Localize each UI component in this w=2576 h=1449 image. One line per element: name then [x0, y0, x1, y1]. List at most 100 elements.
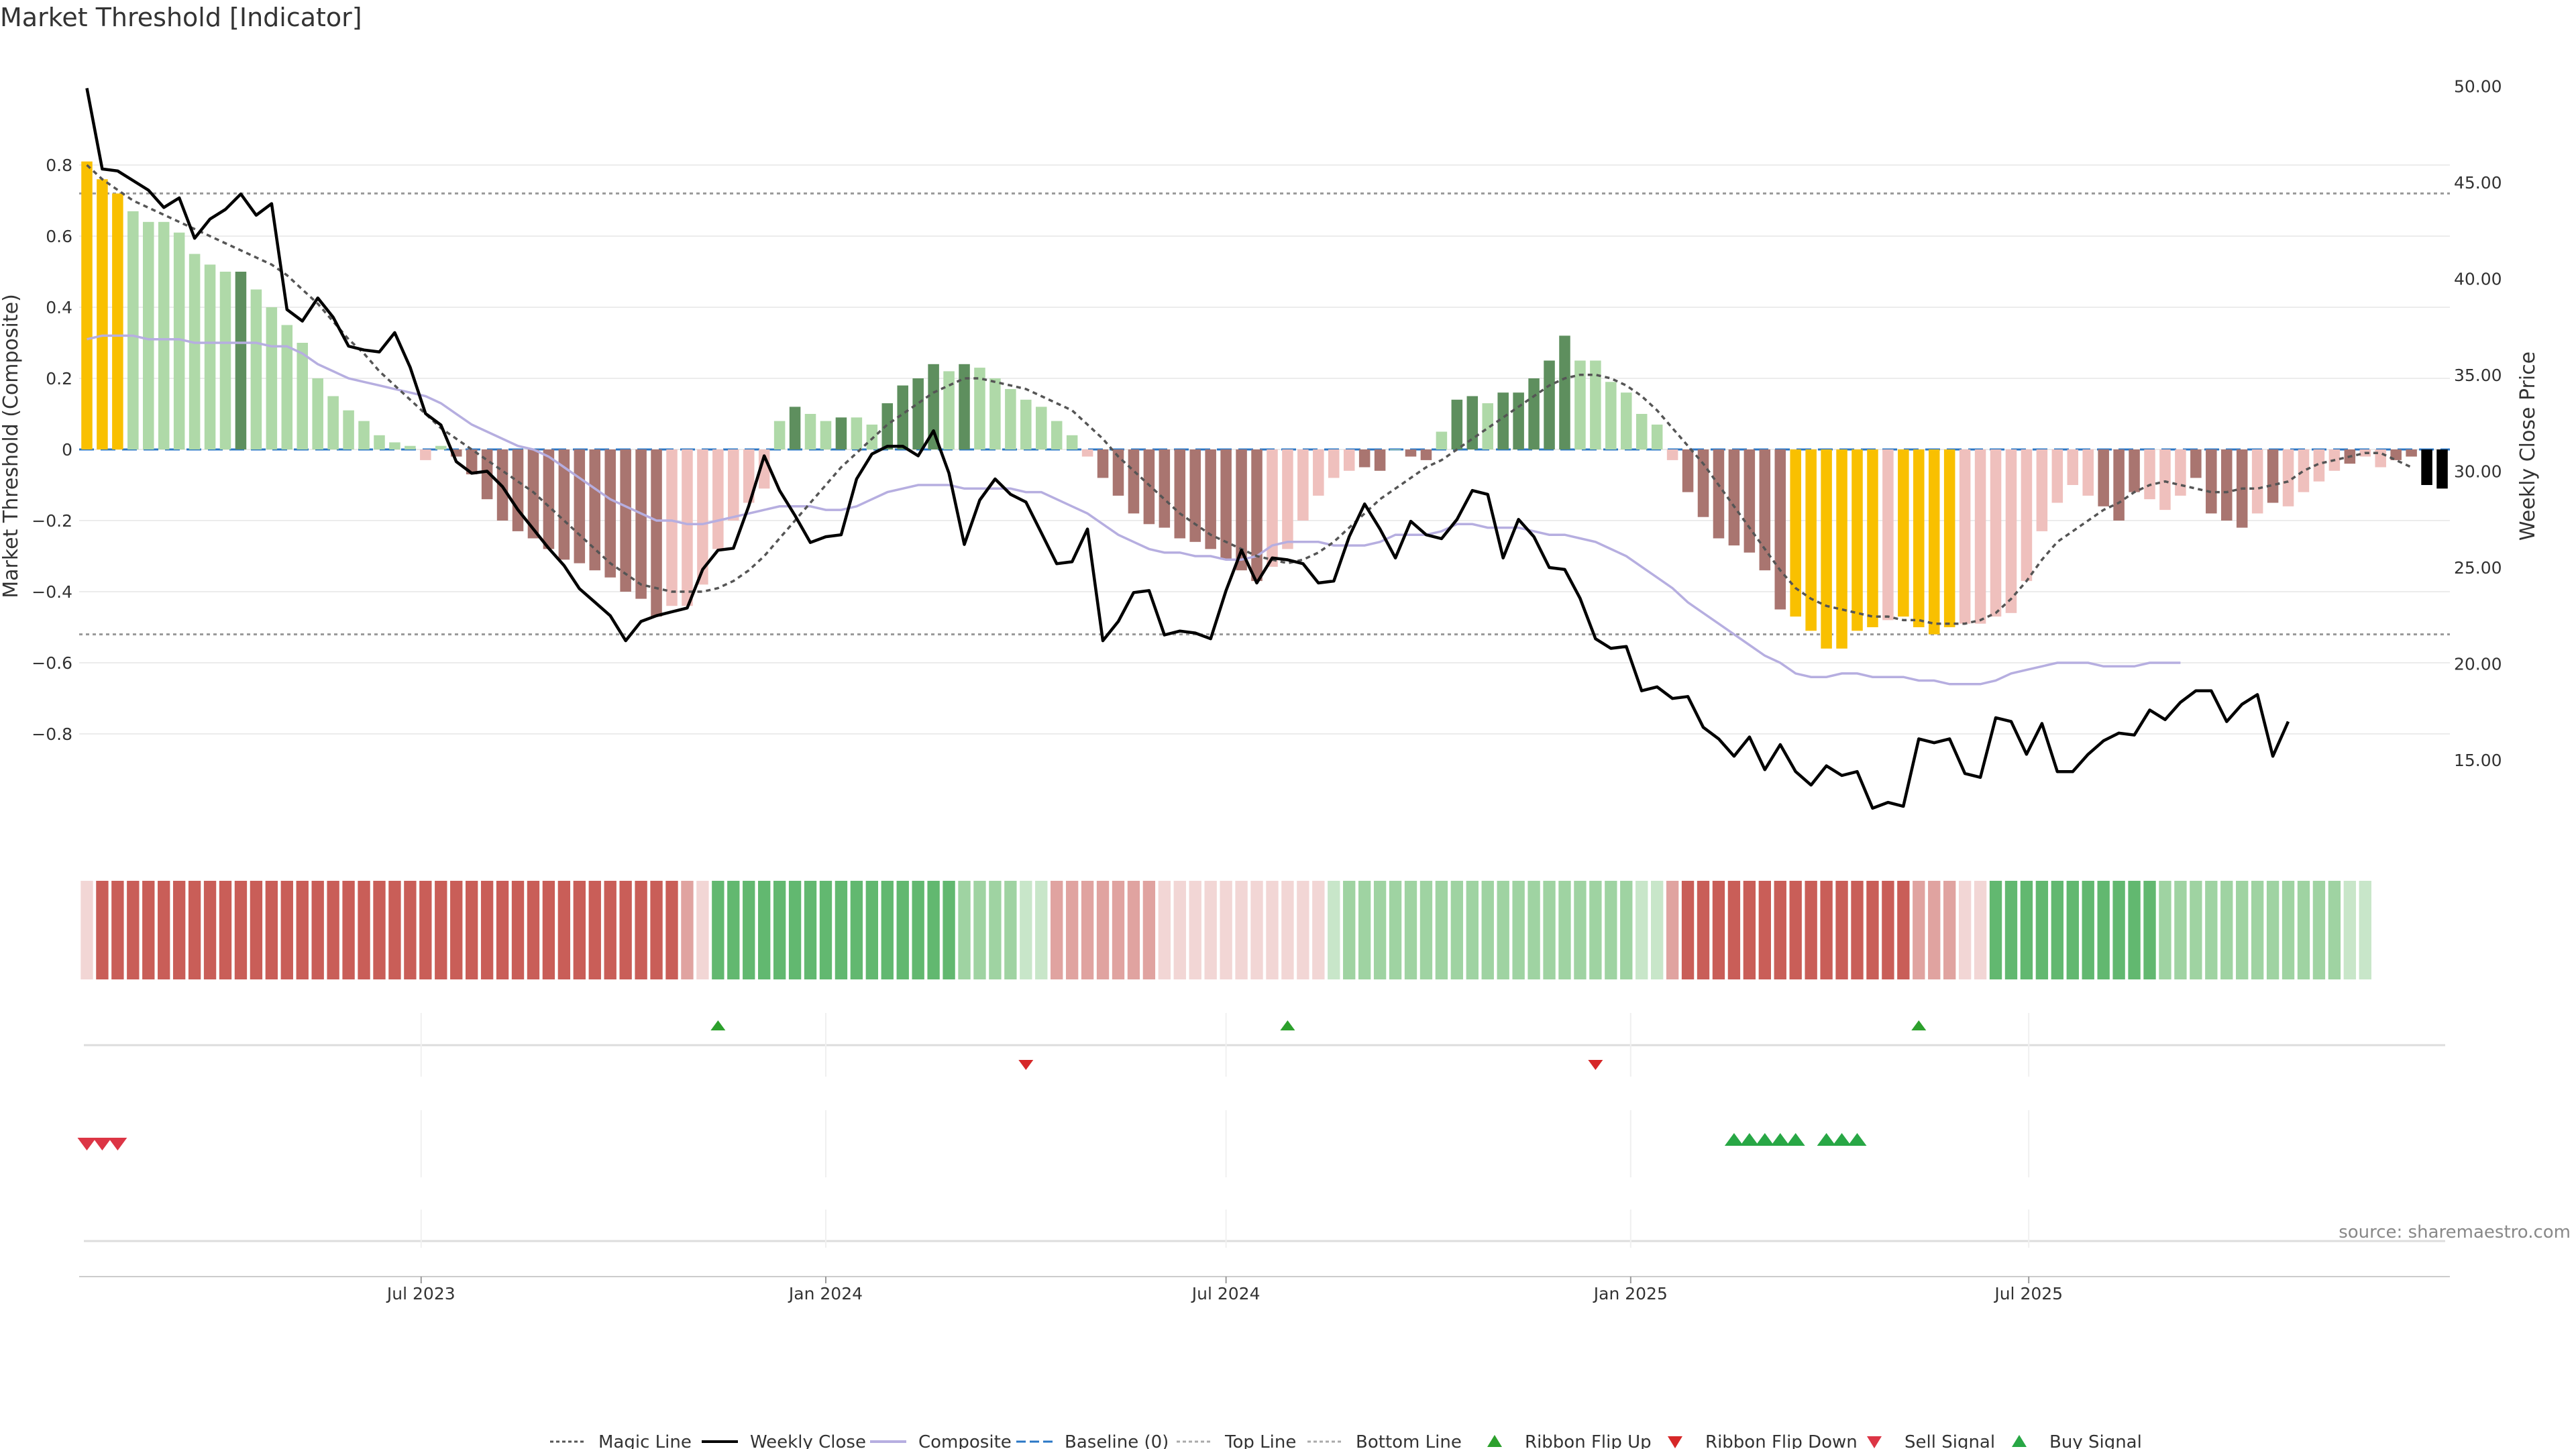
- composite-bar: [1174, 449, 1186, 539]
- composite-bar: [1159, 449, 1171, 528]
- chart-title: Market Threshold [Indicator]: [0, 3, 362, 32]
- ribbon-cell: [1389, 881, 1402, 979]
- date-axis: Jul 2023 Jan 2024 Jul 2024 Jan 2025 Jul 2025: [79, 1276, 2450, 1303]
- ribbon-cell: [172, 881, 186, 979]
- composite-bar: [2144, 449, 2155, 500]
- ribbon-cell: [927, 881, 940, 979]
- legend-label: Weekly Close: [750, 1432, 866, 1449]
- ribbon-cell: [234, 881, 248, 979]
- composite-bar: [1051, 421, 1063, 449]
- composite-bar: [1097, 449, 1109, 478]
- composite-bar: [1713, 449, 1725, 539]
- ribbon-cell: [727, 881, 740, 979]
- ribbon-cell: [419, 881, 432, 979]
- ribbon-cell: [1681, 881, 1695, 979]
- ribbon-cell: [819, 881, 833, 979]
- y-tick-left: 0.4: [46, 298, 72, 317]
- composite-bar: [2390, 449, 2402, 460]
- composite-bar: [1205, 449, 1216, 549]
- composite-bar: [728, 449, 739, 521]
- composite-bar: [2406, 449, 2417, 457]
- composite-bar: [1482, 403, 1494, 449]
- composite-bar: [512, 449, 524, 531]
- ribbon-cell: [2205, 881, 2218, 979]
- ribbon-cell: [96, 881, 109, 979]
- ribbon-cell: [2051, 881, 2064, 979]
- ribbon-cell: [2190, 881, 2202, 979]
- magic-line: [86, 164, 2412, 625]
- composite-bar: [1128, 449, 1140, 514]
- ribbon-cell: [1250, 881, 1263, 979]
- composite-bar: [1236, 449, 1247, 571]
- composite-bar: [789, 407, 801, 449]
- ribbon-cell: [804, 881, 817, 979]
- composite-bar: [2267, 449, 2279, 503]
- composite-bar: [1635, 414, 1648, 449]
- ribbon-cell: [1220, 881, 1232, 979]
- ribbon-cell: [1913, 881, 1925, 979]
- composite-bar: [189, 254, 201, 449]
- series-lines: [85, 87, 2412, 810]
- composite-bar: [666, 449, 678, 606]
- ribbon-cell: [1758, 881, 1771, 979]
- ribbon-cell: [1297, 881, 1309, 979]
- composite-bar: [1621, 392, 1632, 449]
- ribbon-cell: [1497, 881, 1509, 979]
- composite-bar: [635, 449, 647, 599]
- y-tick-right: 50.00: [2454, 77, 2502, 97]
- legend-triangle-down-icon: [1668, 1436, 1682, 1448]
- ribbon-cell: [203, 881, 217, 979]
- y-axis-right-label: Weekly Close Price: [2516, 352, 2540, 541]
- ribbon-cell: [2128, 881, 2141, 979]
- axes: 0.8 0.6 0.4 0.2 0 −0.2 −0.4 −0.6 −0.8 50.00 45.00 4…: [32, 77, 2502, 771]
- y-tick-left: −0.8: [32, 724, 72, 744]
- ribbon-cell: [1928, 881, 1941, 979]
- ribbon-cell: [1958, 881, 1972, 979]
- ribbon-cell: [2020, 881, 2033, 979]
- composite-bar: [928, 364, 939, 449]
- ribbon-cell: [573, 881, 586, 979]
- composite-bar: [1020, 399, 1032, 449]
- ribbon-cell: [1158, 881, 1171, 979]
- composite-bar: [543, 449, 555, 549]
- composite-bar: [1574, 360, 1586, 449]
- composite-bar: [1066, 435, 1078, 449]
- legend-triangle-up-icon: [2012, 1435, 2027, 1447]
- ribbon-cell: [1051, 881, 1063, 979]
- composite-bar: [1743, 449, 1756, 553]
- ribbon-cell: [2297, 881, 2310, 979]
- composite-bar: [589, 449, 601, 571]
- ribbon-cell: [1020, 881, 1032, 979]
- ribbon-cell: [1419, 881, 1433, 979]
- ribbon-cell: [2082, 881, 2094, 979]
- composite-bar: [2313, 449, 2325, 482]
- composite-bar: [959, 364, 970, 449]
- composite-bar: [1821, 449, 1832, 649]
- ribbon-cell: [1312, 881, 1325, 979]
- composite-bar: [1267, 449, 1278, 567]
- y-tick-left: −0.2: [32, 511, 72, 531]
- y-tick-right: 15.00: [2454, 751, 2502, 770]
- signal-panel: [77, 1110, 2445, 1248]
- ribbon-cell: [1835, 881, 1848, 979]
- ribbon-cell: [1450, 881, 1464, 979]
- composite-bar: [420, 449, 431, 460]
- legend-label: Magic Line: [598, 1432, 692, 1449]
- buy-signal-marker: [1724, 1133, 1743, 1146]
- ribbon-cell: [1065, 881, 1079, 979]
- composite-bar: [266, 307, 278, 449]
- ribbon-cell: [1004, 881, 1017, 979]
- ribbon-cell: [557, 881, 571, 979]
- composite-bar: [2005, 449, 2017, 613]
- ribbon-cell: [1866, 881, 1879, 979]
- ribbon-cell: [1558, 881, 1571, 979]
- ribbon-cell: [1851, 881, 1864, 979]
- ribbon-cell: [1650, 881, 1664, 979]
- composite-bar: [2282, 449, 2294, 506]
- composite-bar: [1544, 360, 1555, 449]
- composite-bar: [1882, 449, 1894, 621]
- x-tick-label: Jul 2024: [1191, 1284, 1260, 1303]
- composite-bar: [881, 403, 894, 449]
- ribbon-cell: [373, 881, 386, 979]
